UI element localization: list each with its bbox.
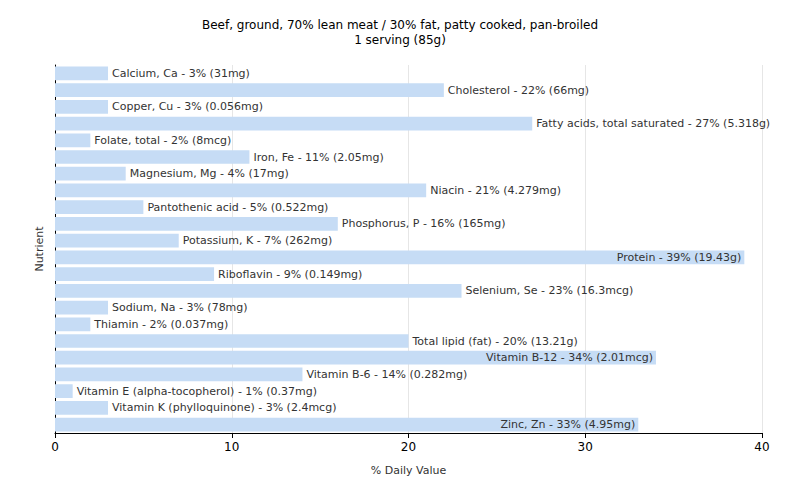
svg-text:Vitamin E (alpha-tocopherol) -: Vitamin E (alpha-tocopherol) - 1% (0.37m… (77, 385, 317, 398)
svg-text:Phosphorus, P - 16% (165mg): Phosphorus, P - 16% (165mg) (342, 217, 506, 230)
svg-text:Sodium, Na - 3% (78mg): Sodium, Na - 3% (78mg) (112, 301, 248, 314)
svg-text:Copper, Cu - 3% (0.056mg): Copper, Cu - 3% (0.056mg) (112, 100, 263, 113)
svg-text:Pantothenic acid - 5% (0.522mg: Pantothenic acid - 5% (0.522mg) (147, 201, 328, 214)
svg-text:Fatty acids, total saturated -: Fatty acids, total saturated - 27% (5.31… (536, 117, 770, 130)
svg-text:Vitamin B-12 - 34% (2.01mcg): Vitamin B-12 - 34% (2.01mcg) (486, 351, 653, 364)
svg-text:Cholesterol - 22% (66mg): Cholesterol - 22% (66mg) (448, 84, 589, 97)
svg-text:Thiamin - 2% (0.037mg): Thiamin - 2% (0.037mg) (93, 318, 228, 331)
svg-text:Nutrient: Nutrient (33, 226, 46, 272)
svg-text:Vitamin K (phylloquinone) - 3%: Vitamin K (phylloquinone) - 3% (2.4mcg) (112, 401, 336, 414)
svg-text:Protein - 39% (19.43g): Protein - 39% (19.43g) (617, 251, 742, 264)
svg-text:Niacin - 21% (4.279mg): Niacin - 21% (4.279mg) (430, 184, 561, 197)
svg-text:Folate, total - 2% (8mcg): Folate, total - 2% (8mcg) (94, 134, 231, 147)
svg-text:20: 20 (401, 440, 416, 454)
svg-text:Total lipid (fat) - 20% (13.21: Total lipid (fat) - 20% (13.21g) (412, 335, 578, 348)
svg-text:Vitamin B-6 - 14% (0.282mg): Vitamin B-6 - 14% (0.282mg) (306, 368, 467, 381)
svg-text:1 serving (85g): 1 serving (85g) (354, 33, 446, 47)
svg-text:Beef, ground, 70% lean meat /: Beef, ground, 70% lean meat / 30% fat, p… (202, 18, 598, 32)
svg-text:0: 0 (51, 440, 59, 454)
svg-text:Riboflavin - 9% (0.149mg): Riboflavin - 9% (0.149mg) (218, 268, 362, 281)
svg-text:40: 40 (754, 440, 769, 454)
svg-text:Zinc, Zn - 33% (4.95mg): Zinc, Zn - 33% (4.95mg) (500, 418, 635, 431)
svg-text:% Daily Value: % Daily Value (371, 464, 447, 477)
svg-text:Calcium, Ca - 3% (31mg): Calcium, Ca - 3% (31mg) (112, 67, 250, 80)
svg-text:Potassium, K - 7% (262mg): Potassium, K - 7% (262mg) (183, 234, 333, 247)
svg-text:Selenium, Se - 23% (16.3mcg): Selenium, Se - 23% (16.3mcg) (466, 284, 634, 297)
svg-text:30: 30 (578, 440, 593, 454)
svg-text:10: 10 (224, 440, 239, 454)
svg-text:Magnesium, Mg - 4% (17mg): Magnesium, Mg - 4% (17mg) (130, 167, 289, 180)
svg-text:Iron, Fe - 11% (2.05mg): Iron, Fe - 11% (2.05mg) (253, 151, 383, 164)
